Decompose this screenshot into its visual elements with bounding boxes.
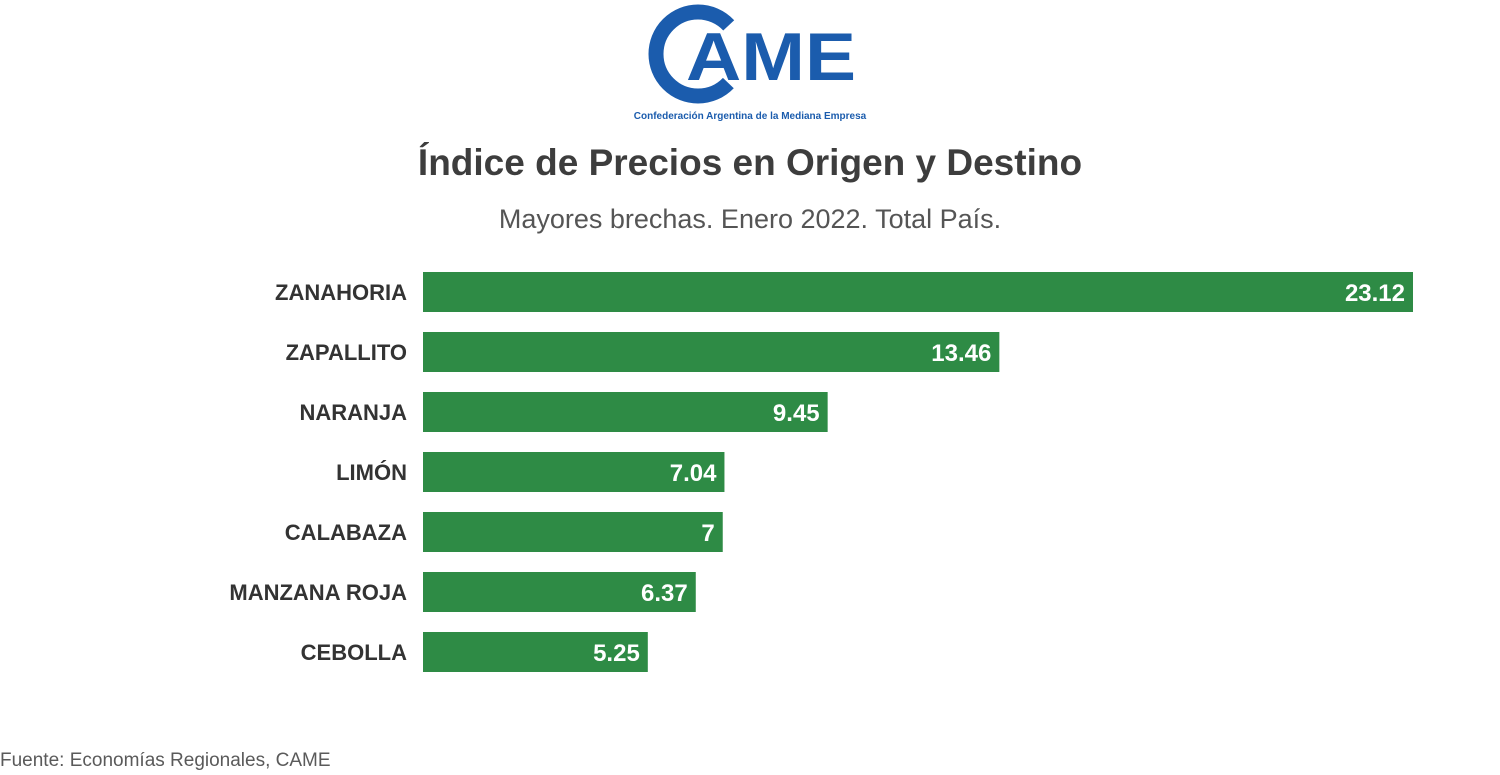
category-label: ZAPALLITO (286, 340, 407, 365)
came-logo: AME Confederación Argentina de la Median… (600, 4, 900, 128)
bar (423, 272, 1413, 312)
value-label: 5.25 (593, 640, 640, 667)
bar (423, 332, 1000, 372)
category-label: NARANJA (299, 400, 407, 425)
svg-text:AME: AME (686, 19, 856, 95)
value-label: 13.46 (931, 340, 991, 367)
bar (423, 392, 828, 432)
bar (423, 512, 723, 552)
value-label: 23.12 (1345, 280, 1405, 307)
bar (423, 452, 725, 492)
chart-title: Índice de Precios en Origen y Destino (417, 142, 1083, 183)
value-label: 7.04 (670, 460, 717, 487)
came-logo-mark: AME (648, 4, 856, 104)
source-note: Fuente: Economías Regionales, CAME (0, 750, 331, 771)
category-label: LIMÓN (336, 460, 407, 485)
category-label: MANZANA ROJA (229, 580, 407, 605)
category-label: ZANAHORIA (275, 280, 407, 305)
value-label: 9.45 (773, 400, 820, 427)
bar (423, 632, 648, 672)
value-label: 6.37 (641, 580, 688, 607)
bar-chart: ZANAHORIA 23.12 ZAPALLITO 13.46 NARANJA 9.45 L… (229, 272, 1413, 672)
category-label: CEBOLLA (301, 640, 407, 665)
value-label: 7 (701, 520, 714, 547)
logo-tagline: Confederación Argentina de la Mediana Em… (633, 111, 867, 122)
category-label: CALABAZA (285, 520, 407, 545)
chart-subtitle: Mayores brechas. Enero 2022. Total País. (498, 204, 1002, 234)
bar (423, 572, 696, 612)
